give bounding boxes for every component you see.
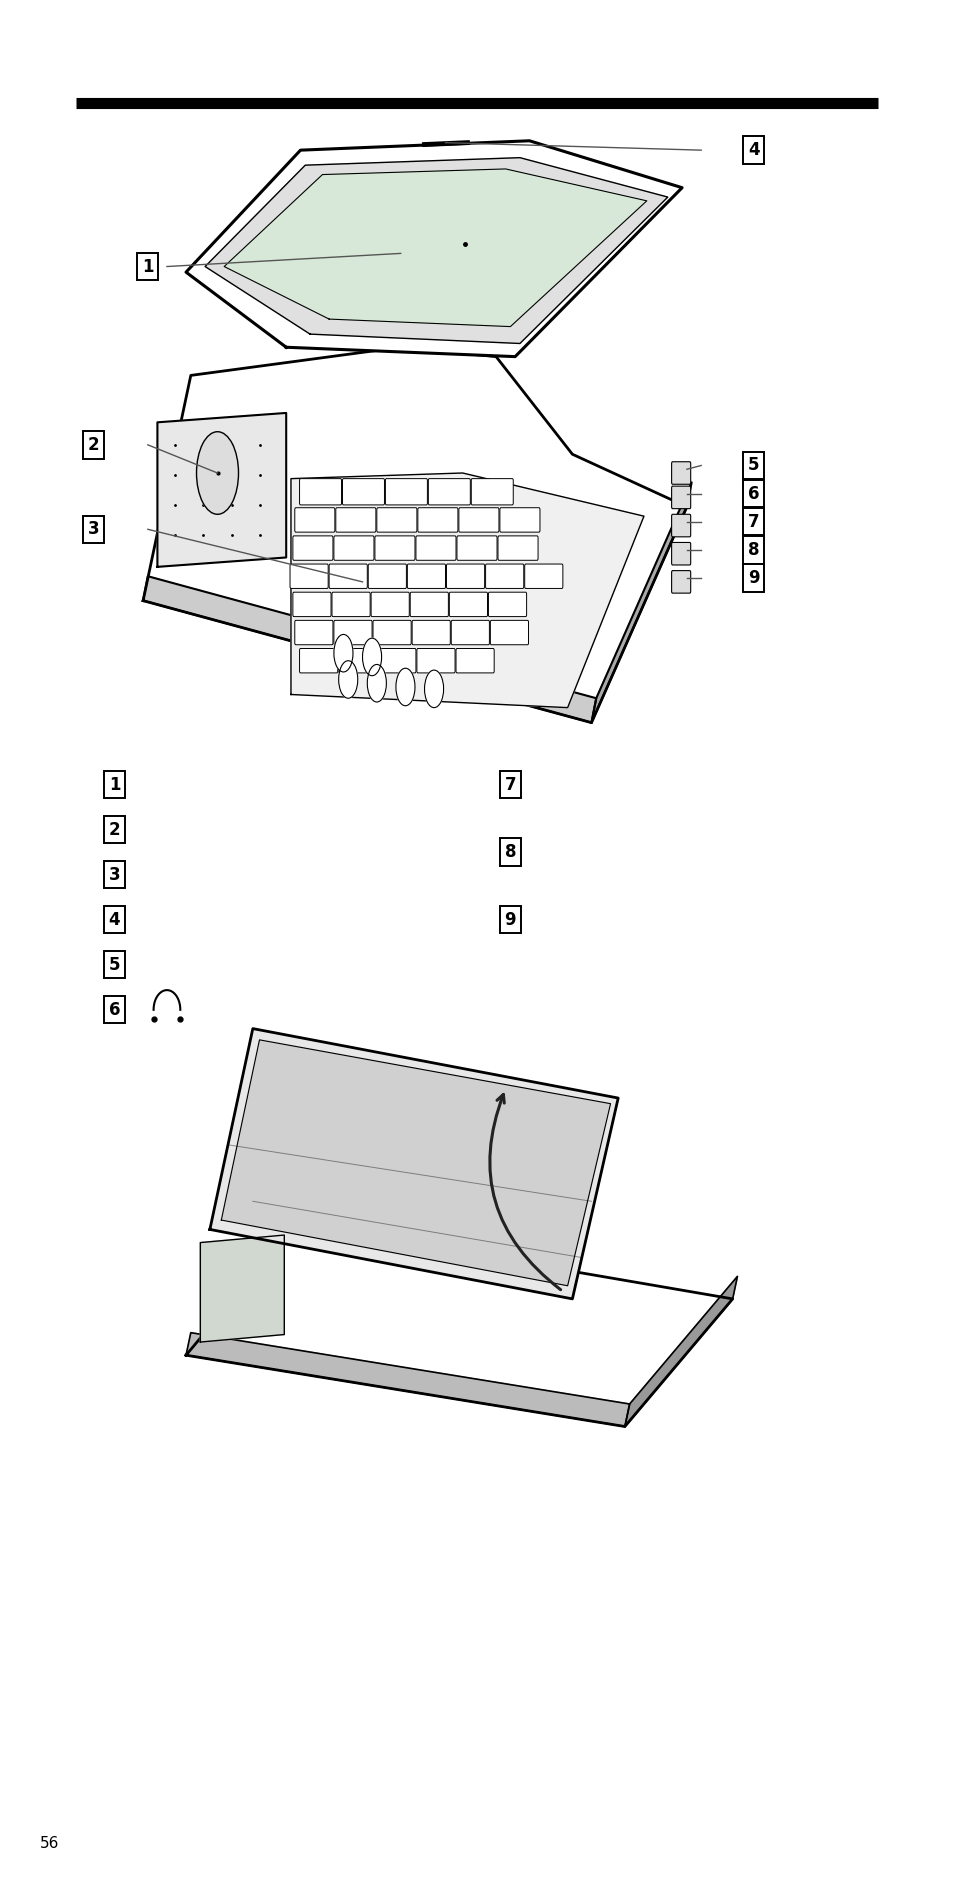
FancyBboxPatch shape xyxy=(293,593,331,616)
FancyBboxPatch shape xyxy=(490,619,528,646)
FancyBboxPatch shape xyxy=(456,648,494,672)
FancyBboxPatch shape xyxy=(290,563,328,589)
Text: 1: 1 xyxy=(109,775,120,794)
Text: 7: 7 xyxy=(747,512,759,531)
FancyBboxPatch shape xyxy=(377,648,416,672)
FancyBboxPatch shape xyxy=(456,537,497,559)
Polygon shape xyxy=(200,1235,284,1342)
FancyBboxPatch shape xyxy=(499,507,539,533)
FancyBboxPatch shape xyxy=(334,619,372,646)
FancyBboxPatch shape xyxy=(329,563,367,589)
FancyBboxPatch shape xyxy=(332,593,370,616)
FancyBboxPatch shape xyxy=(524,563,562,589)
Circle shape xyxy=(334,634,353,672)
FancyBboxPatch shape xyxy=(294,507,335,533)
Polygon shape xyxy=(210,1029,618,1299)
FancyBboxPatch shape xyxy=(375,537,415,559)
Text: 5: 5 xyxy=(747,456,759,475)
FancyBboxPatch shape xyxy=(417,507,457,533)
Polygon shape xyxy=(186,1333,629,1427)
Circle shape xyxy=(362,638,381,676)
Text: 8: 8 xyxy=(747,541,759,559)
Text: 56: 56 xyxy=(40,1836,59,1851)
Polygon shape xyxy=(224,169,646,327)
FancyBboxPatch shape xyxy=(299,479,341,505)
FancyBboxPatch shape xyxy=(497,537,537,559)
Polygon shape xyxy=(591,482,691,723)
Text: 4: 4 xyxy=(109,910,120,929)
Text: 3: 3 xyxy=(109,865,120,884)
FancyBboxPatch shape xyxy=(471,479,513,505)
FancyBboxPatch shape xyxy=(368,563,406,589)
Text: 6: 6 xyxy=(109,1000,120,1019)
Polygon shape xyxy=(157,413,286,567)
FancyBboxPatch shape xyxy=(342,479,384,505)
FancyBboxPatch shape xyxy=(458,507,498,533)
Text: 8: 8 xyxy=(504,843,516,862)
Circle shape xyxy=(424,670,443,708)
Text: 1: 1 xyxy=(142,257,153,276)
Text: 3: 3 xyxy=(88,520,99,539)
Text: 2: 2 xyxy=(88,435,99,454)
FancyBboxPatch shape xyxy=(335,507,375,533)
Polygon shape xyxy=(624,1276,737,1427)
FancyBboxPatch shape xyxy=(385,479,427,505)
Text: 4: 4 xyxy=(747,141,759,160)
FancyBboxPatch shape xyxy=(412,619,450,646)
Polygon shape xyxy=(291,473,643,708)
Circle shape xyxy=(395,668,415,706)
FancyBboxPatch shape xyxy=(407,563,445,589)
FancyBboxPatch shape xyxy=(410,593,448,616)
FancyBboxPatch shape xyxy=(334,537,374,559)
Polygon shape xyxy=(143,576,596,723)
FancyBboxPatch shape xyxy=(376,507,416,533)
FancyBboxPatch shape xyxy=(428,479,470,505)
FancyBboxPatch shape xyxy=(671,514,690,537)
Text: 6: 6 xyxy=(747,484,759,503)
FancyBboxPatch shape xyxy=(416,537,456,559)
Circle shape xyxy=(367,664,386,702)
Circle shape xyxy=(196,432,238,514)
FancyBboxPatch shape xyxy=(294,619,333,646)
Text: 5: 5 xyxy=(109,955,120,974)
FancyBboxPatch shape xyxy=(373,619,411,646)
Polygon shape xyxy=(221,1040,610,1286)
Circle shape xyxy=(338,661,357,698)
Polygon shape xyxy=(186,1224,732,1427)
Text: 2: 2 xyxy=(109,820,120,839)
FancyBboxPatch shape xyxy=(371,593,409,616)
FancyBboxPatch shape xyxy=(293,537,333,559)
FancyBboxPatch shape xyxy=(671,571,690,593)
FancyBboxPatch shape xyxy=(338,648,376,672)
FancyBboxPatch shape xyxy=(451,619,489,646)
FancyBboxPatch shape xyxy=(671,462,690,484)
FancyBboxPatch shape xyxy=(416,648,455,672)
FancyBboxPatch shape xyxy=(485,563,523,589)
Text: 9: 9 xyxy=(504,910,516,929)
FancyBboxPatch shape xyxy=(449,593,487,616)
Polygon shape xyxy=(186,141,681,357)
Polygon shape xyxy=(143,347,686,723)
FancyBboxPatch shape xyxy=(446,563,484,589)
FancyBboxPatch shape xyxy=(671,542,690,565)
FancyBboxPatch shape xyxy=(488,593,526,616)
Text: 7: 7 xyxy=(504,775,516,794)
FancyBboxPatch shape xyxy=(671,486,690,509)
FancyBboxPatch shape xyxy=(299,648,337,672)
Text: 9: 9 xyxy=(747,569,759,588)
Polygon shape xyxy=(205,158,667,343)
